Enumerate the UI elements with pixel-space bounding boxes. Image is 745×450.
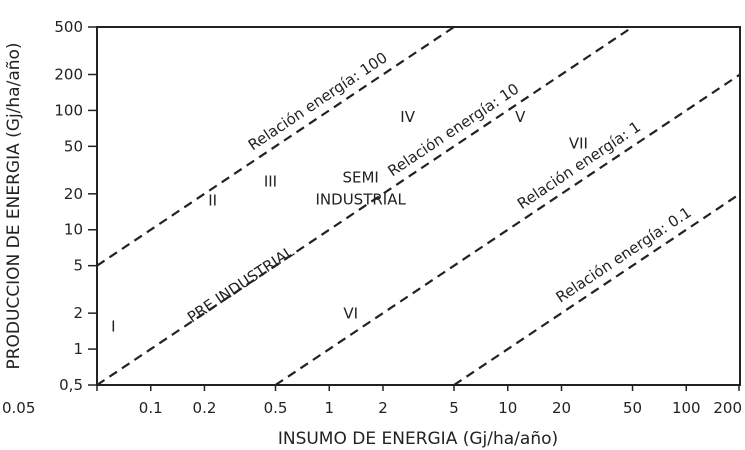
- x-axis-ticks: 0.05 0.1 0.2 0.5 1 2 5 10 20 50 100 200: [2, 385, 742, 417]
- y-tick-label: 2: [73, 304, 83, 322]
- y-tick-label: 1: [73, 340, 83, 358]
- annotation-region-IV: IV: [400, 108, 415, 126]
- y-tick-label: 20: [64, 185, 83, 203]
- y-axis-title: PRODUCCION DE ENERGIA (Gj/ha/año): [4, 42, 24, 369]
- x-tick-label: 0.1: [139, 399, 163, 417]
- annotation-pre-industrial: PRE INDUSTRIAL: [184, 242, 298, 326]
- x-tick-label: 100: [672, 399, 701, 417]
- x-tick-label: 0.05: [2, 399, 35, 417]
- annotation-semi-industrial: SEMI INDUSTRIAL: [316, 168, 407, 208]
- annotation-region-II: II: [208, 191, 217, 209]
- x-tick-label: 0.5: [264, 399, 288, 417]
- x-tick-label: 50: [623, 399, 642, 417]
- y-tick-label: 5: [73, 257, 83, 275]
- y-tick-label: 50: [64, 137, 83, 155]
- annotation-region-I: I: [111, 318, 115, 336]
- ratio-line: [96, 26, 634, 386]
- x-tick-label: 20: [552, 399, 571, 417]
- y-tick-label: 100: [54, 101, 83, 119]
- x-tick-label: 200: [713, 399, 742, 417]
- annotation-region-V: V: [515, 108, 526, 126]
- annotation-region-VI: VI: [343, 305, 358, 323]
- ratio-line-label: Relación energía: 100: [245, 48, 391, 154]
- annotation-region-III: III: [264, 173, 277, 191]
- y-tick-label: 0,5: [59, 376, 83, 394]
- y-axis-ticks: 0,5 1 2 5 10 20 50 100 200 500: [54, 18, 97, 394]
- y-tick-label: 200: [54, 65, 83, 83]
- x-tick-label: 10: [498, 399, 517, 417]
- ratio-line-label: Relación energía: 1: [514, 118, 644, 213]
- ratio-line: [453, 192, 741, 386]
- annotation-region-VII: VII: [569, 134, 588, 152]
- x-tick-label: 5: [449, 399, 459, 417]
- x-axis-title: INSUMO DE ENERGIA (Gj/ha/año): [278, 429, 558, 449]
- ratio-line-label: Relación energía: 0.1: [553, 203, 695, 306]
- y-tick-label: 10: [64, 221, 83, 239]
- ratio-line-label: Relación energía: 10: [384, 80, 522, 180]
- x-tick-label: 2: [378, 399, 388, 417]
- ratio-line: [96, 26, 455, 267]
- ratio-line: [274, 73, 741, 386]
- plot-frame: [96, 26, 741, 386]
- x-tick-label: 0.2: [193, 399, 217, 417]
- x-tick-label: 1: [324, 399, 334, 417]
- y-tick-label: 500: [54, 18, 83, 36]
